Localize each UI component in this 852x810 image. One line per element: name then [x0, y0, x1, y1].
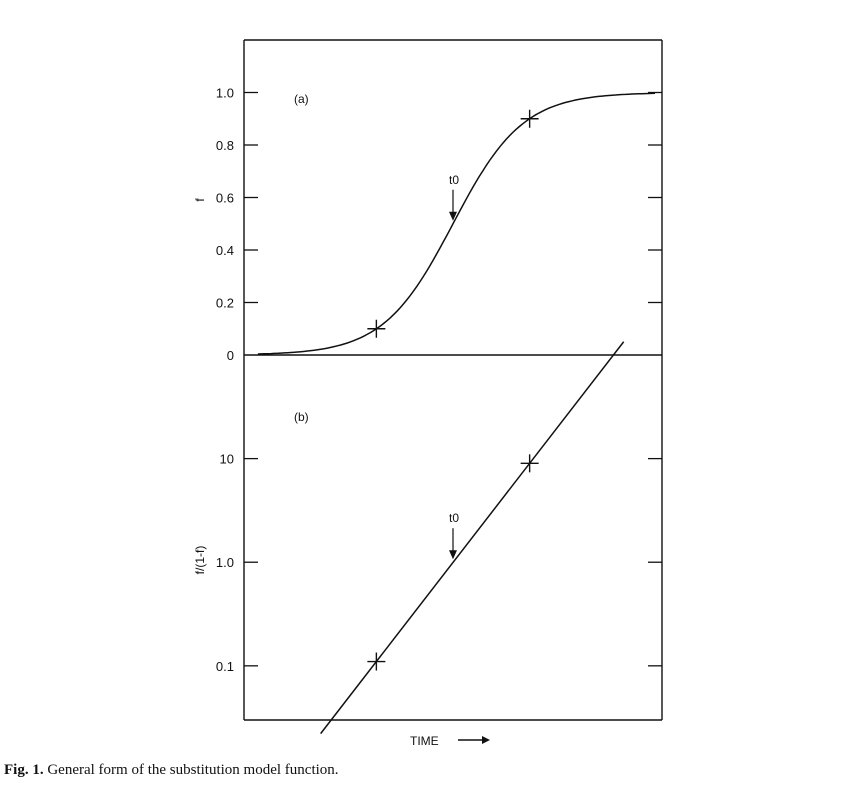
y-tick-label: 0.1: [216, 659, 234, 674]
y-tick-label: 0.2: [216, 296, 234, 311]
y-axis-label: f: [193, 198, 207, 202]
y-tick-label: 0.8: [216, 138, 234, 153]
t0-annotation: t0: [449, 173, 459, 221]
panel-b: 0.1 1.0 10 (b) f/(1-f) t0: [193, 341, 663, 735]
panel-a: 0 0.2 0.4 0.6 0.8 1.0 (a) f t0: [193, 39, 663, 363]
y-tick-label: 1.0: [216, 555, 234, 570]
y-tick-label: 0: [227, 348, 234, 363]
y-axis-label: f/(1-f): [193, 546, 207, 575]
y-tick-label: 1.0: [216, 86, 234, 101]
figure-caption: Fig. 1. General form of the substitution…: [4, 762, 339, 779]
data-point-marker: [520, 454, 539, 473]
t0-arrow-head: [449, 550, 457, 560]
data-point-marker: [520, 109, 539, 128]
y-tick-label: 0.6: [216, 191, 234, 206]
panel-label: (b): [294, 410, 309, 424]
x-axis-label: TIME: [410, 734, 439, 748]
t0-arrow-head: [449, 211, 457, 221]
t0-annotation: t0: [449, 511, 459, 560]
caption-text: General form of the substitution model f…: [47, 762, 339, 778]
series-line: [257, 92, 656, 355]
data-point-marker: [367, 319, 386, 338]
panel-label: (a): [294, 92, 309, 106]
t0-label: t0: [449, 173, 459, 187]
caption-prefix: Fig. 1.: [4, 762, 44, 778]
y-tick-label: 10: [220, 452, 234, 467]
t0-label: t0: [449, 511, 459, 525]
x-axis: TIME: [410, 734, 490, 748]
y-tick-label: 0.4: [216, 243, 234, 258]
data-point-marker: [367, 652, 386, 671]
time-arrow-head: [482, 736, 490, 744]
series-line: [320, 341, 625, 735]
